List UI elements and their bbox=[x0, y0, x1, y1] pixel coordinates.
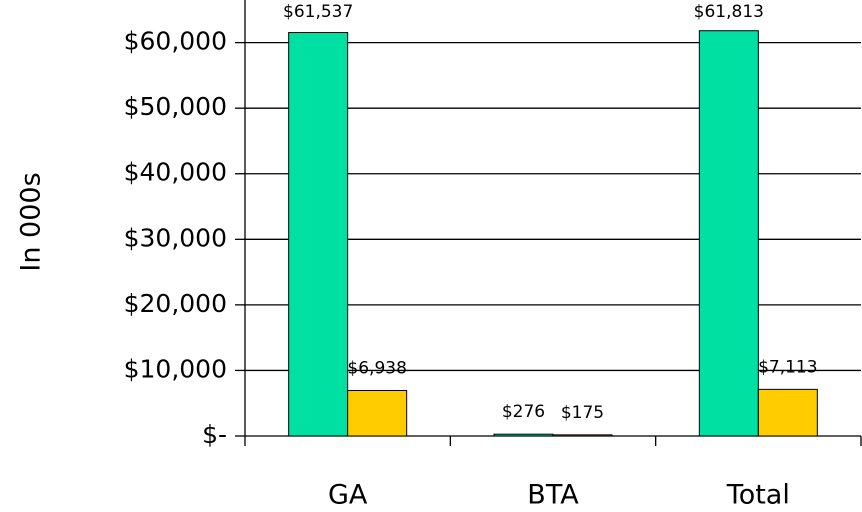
bar bbox=[698, 30, 759, 437]
x-tick-label: Total bbox=[726, 480, 790, 511]
bar bbox=[493, 433, 554, 437]
y-tick-label: $10,000 bbox=[124, 354, 227, 383]
bar bbox=[757, 388, 818, 437]
y-tick-label: $20,000 bbox=[124, 289, 227, 318]
y-tick-label: $30,000 bbox=[124, 223, 227, 252]
y-tick-label: $60,000 bbox=[124, 27, 227, 56]
x-tick-label: GA bbox=[328, 480, 368, 511]
x-tick-label: BTA bbox=[527, 480, 579, 511]
data-label: $6,938 bbox=[347, 359, 406, 379]
bar bbox=[552, 434, 613, 437]
y-tick-label: $- bbox=[202, 420, 227, 449]
bar bbox=[288, 32, 349, 437]
y-tick-label: $40,000 bbox=[124, 158, 227, 187]
data-label: $7,113 bbox=[758, 357, 817, 377]
data-label: $61,813 bbox=[694, 2, 764, 22]
y-tick-label: $50,000 bbox=[124, 92, 227, 121]
data-label: $175 bbox=[561, 403, 604, 423]
data-label: $61,537 bbox=[283, 2, 353, 22]
y-axis-label: In 000s bbox=[16, 172, 47, 271]
data-label: $276 bbox=[502, 402, 545, 422]
bar bbox=[347, 390, 408, 437]
